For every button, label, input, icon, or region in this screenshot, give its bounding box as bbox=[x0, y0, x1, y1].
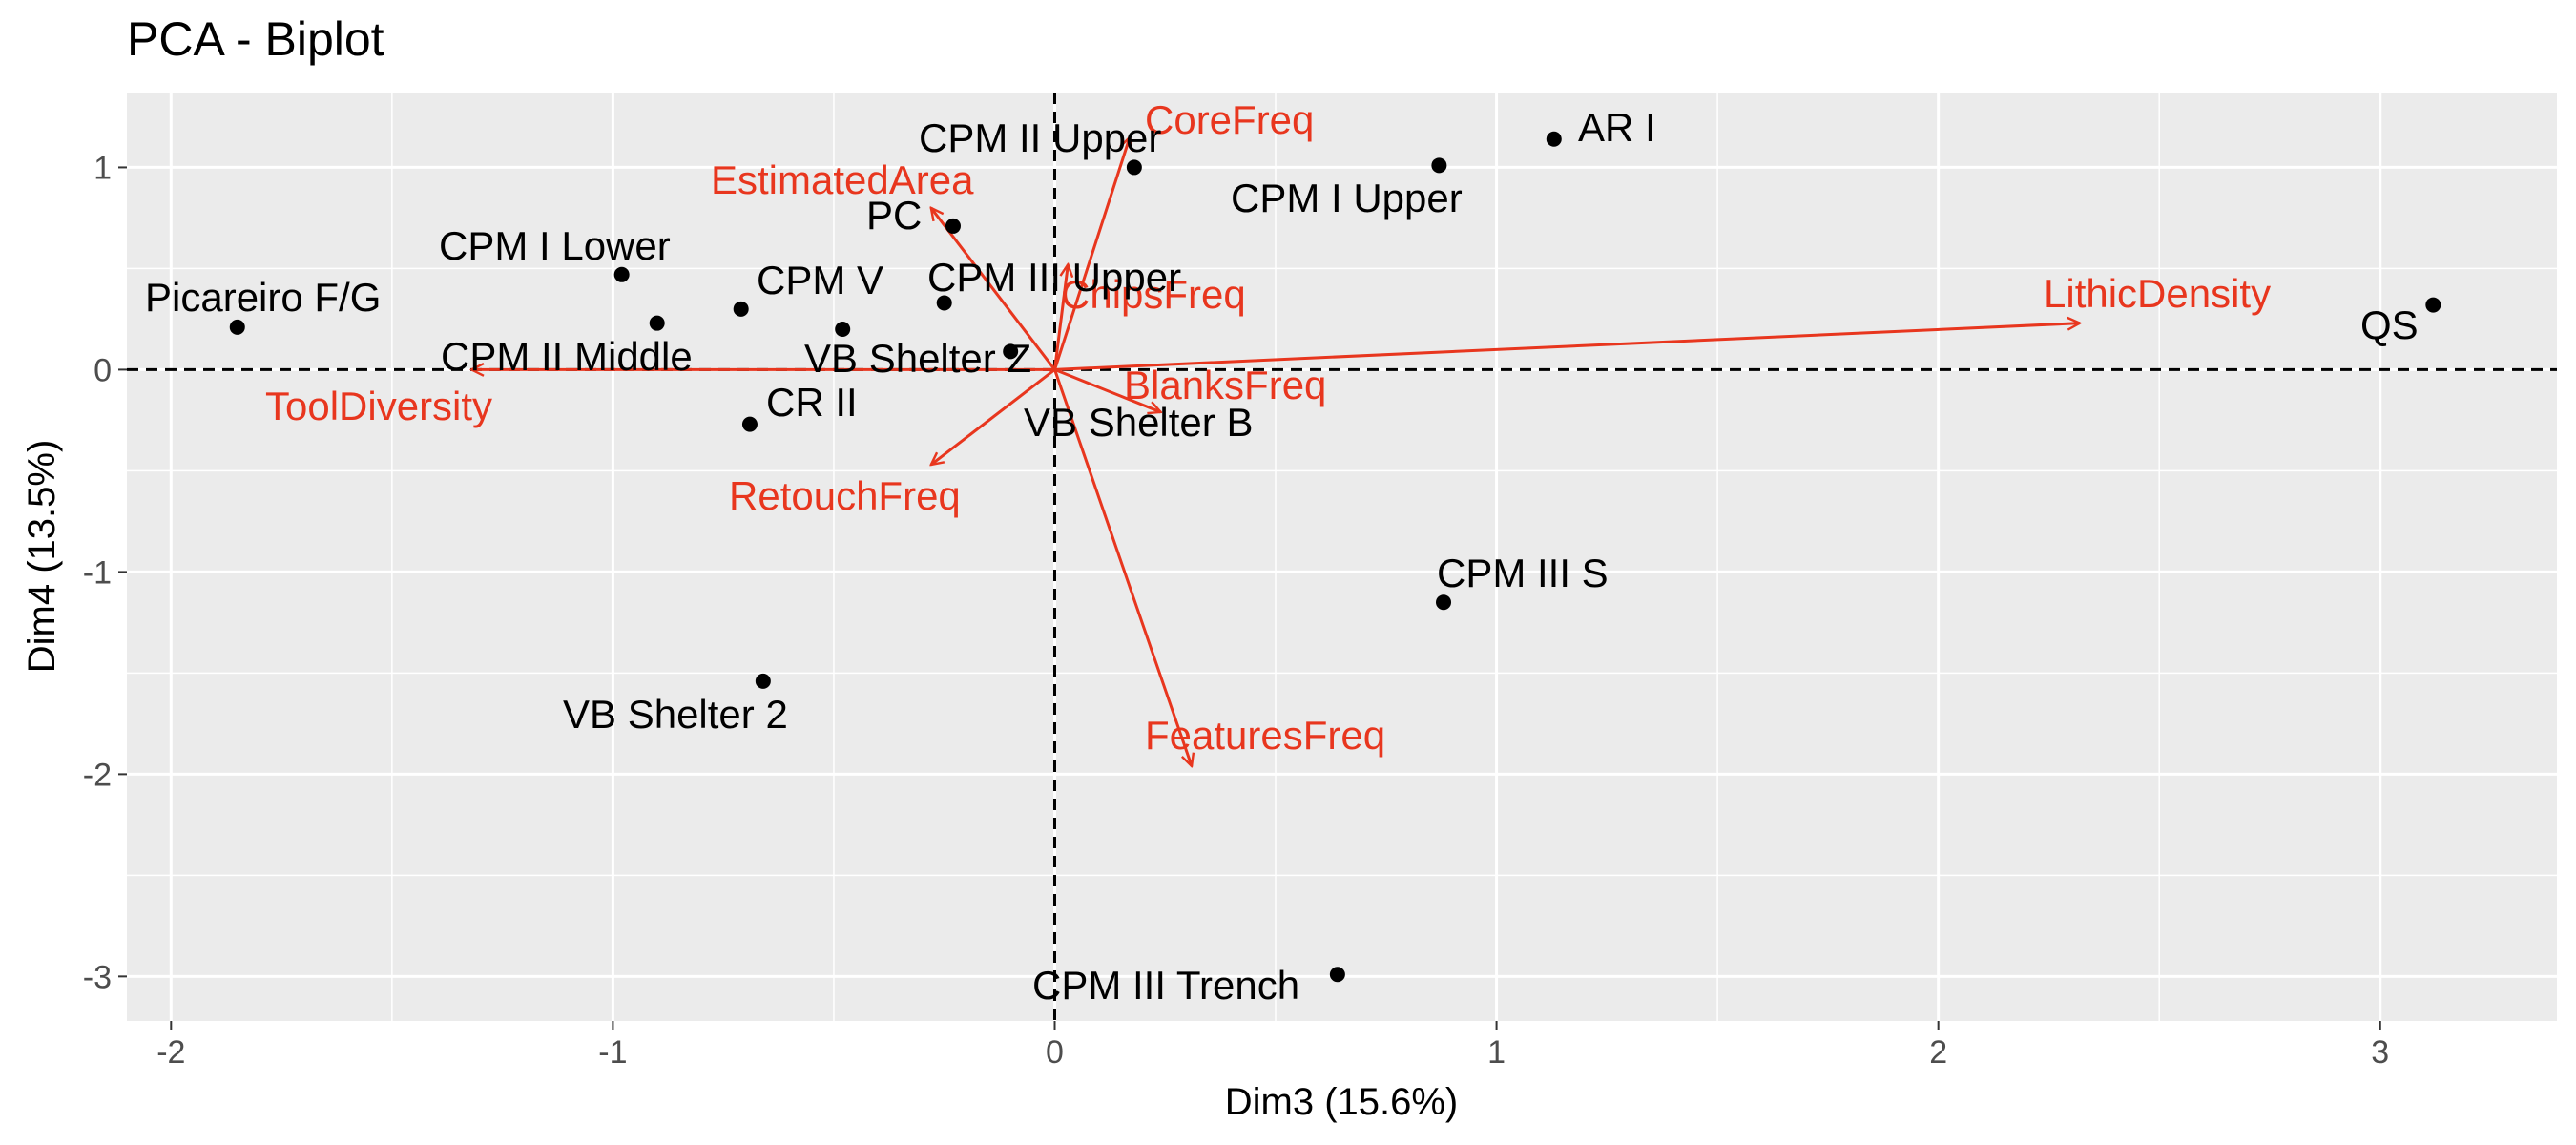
data-point bbox=[613, 266, 630, 282]
data-point bbox=[741, 416, 758, 432]
arrow-label: ChipsFreq bbox=[1061, 272, 1246, 317]
plot-panel bbox=[127, 93, 2557, 1021]
variable-arrow bbox=[1053, 368, 1192, 765]
data-point bbox=[1436, 594, 1452, 611]
point-label: CPM III S bbox=[1437, 551, 1609, 595]
y-tick-label: 0 bbox=[93, 352, 112, 388]
chart-title: PCA - Biplot bbox=[127, 12, 384, 66]
individual-points: AR I CPM I Upper CPM II Upper PC CPM I Lower… bbox=[145, 105, 2441, 1008]
x-tick-label: 3 bbox=[2371, 1034, 2389, 1071]
data-point bbox=[1431, 157, 1447, 174]
data-point bbox=[1003, 344, 1019, 360]
variable-arrow bbox=[931, 368, 1056, 465]
point-label: CPM II Middle bbox=[441, 334, 693, 379]
variable-arrows: CoreFreq EstimatedArea ChipsFreq LithicDens… bbox=[265, 97, 2271, 766]
point-label: QS bbox=[2360, 302, 2419, 347]
point-label: CPM I Lower bbox=[439, 223, 671, 268]
x-tick-label: 1 bbox=[1487, 1034, 1506, 1071]
x-tick-label: -1 bbox=[598, 1034, 627, 1071]
point-label: AR I bbox=[1578, 105, 1656, 150]
point-label: CPM V bbox=[757, 258, 883, 302]
axis-ticks: -2 -1 0 1 2 3 -3 -2 -1 0 1 bbox=[83, 150, 2389, 1071]
y-axis-title: Dim4 (13.5%) bbox=[21, 440, 63, 674]
arrow-label: ToolDiversity bbox=[265, 384, 492, 428]
data-point bbox=[229, 319, 245, 335]
point-label: CR II bbox=[766, 380, 858, 425]
y-tick-label: 1 bbox=[93, 150, 112, 186]
variable-arrow bbox=[1053, 264, 1068, 370]
data-point bbox=[945, 218, 961, 234]
variable-arrow bbox=[1054, 323, 2079, 371]
point-label: CPM III Upper bbox=[927, 255, 1181, 300]
data-point bbox=[733, 301, 749, 317]
point-label: PC bbox=[866, 193, 922, 238]
data-point bbox=[1546, 131, 1562, 147]
arrow-label: BlanksFreq bbox=[1124, 363, 1326, 407]
y-tick-label: -3 bbox=[83, 959, 112, 995]
data-point bbox=[2425, 297, 2441, 313]
point-label: Picareiro F/G bbox=[145, 275, 381, 320]
point-label: CPM III Trench bbox=[1032, 963, 1299, 1008]
data-point bbox=[755, 673, 771, 689]
variable-arrow bbox=[1053, 137, 1130, 370]
point-label: VB Shelter B bbox=[1024, 400, 1253, 445]
arrow-label: RetouchFreq bbox=[729, 473, 961, 518]
x-tick-label: 0 bbox=[1046, 1034, 1064, 1071]
y-tick-label: -1 bbox=[83, 554, 112, 591]
arrow-label: EstimatedArea bbox=[711, 157, 974, 202]
x-tick-label: -2 bbox=[156, 1034, 185, 1071]
arrow-label: LithicDensity bbox=[2044, 271, 2271, 316]
point-label: CPM II Upper bbox=[919, 115, 1161, 160]
data-point bbox=[649, 315, 665, 331]
point-label: CPM I Upper bbox=[1231, 176, 1463, 220]
y-tick-label: -2 bbox=[83, 757, 112, 793]
variable-arrow bbox=[931, 208, 1056, 371]
point-label: VB Shelter Z bbox=[804, 336, 1031, 381]
variable-arrow bbox=[1053, 368, 1160, 412]
data-point bbox=[936, 295, 952, 311]
point-label: VB Shelter 2 bbox=[563, 692, 788, 737]
arrow-label: FeaturesFreq bbox=[1145, 713, 1385, 758]
x-axis-title: Dim3 (15.6%) bbox=[1225, 1081, 1459, 1123]
x-tick-label: 2 bbox=[1929, 1034, 1947, 1071]
data-point bbox=[835, 322, 851, 338]
data-point bbox=[1126, 159, 1142, 176]
data-point bbox=[1329, 967, 1345, 983]
arrow-label: CoreFreq bbox=[1145, 97, 1314, 142]
